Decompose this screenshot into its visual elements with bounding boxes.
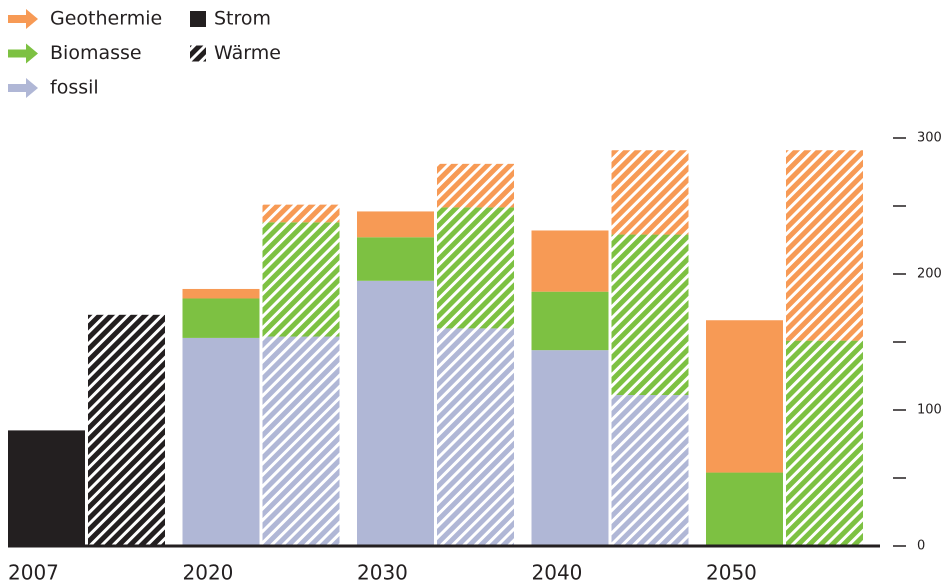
bar-segment — [531, 230, 609, 292]
bar-segment — [8, 430, 85, 546]
legend-label: fossil — [50, 77, 99, 99]
bar-segment — [786, 150, 863, 341]
legend-label: Wärme — [214, 42, 281, 64]
y-tick-label: 200 — [917, 267, 942, 282]
bar-segment — [437, 163, 514, 208]
x-tick-label: 2007 — [8, 561, 59, 582]
bar-segment — [437, 207, 514, 329]
bar-segment — [357, 211, 434, 238]
legend-label: Strom — [214, 8, 271, 30]
x-tick-label: 2050 — [706, 561, 757, 582]
bar-segment — [182, 298, 260, 338]
y-tick-label: 0 — [917, 539, 925, 554]
legend-label: Geothermie — [50, 8, 162, 30]
bar-segment — [182, 337, 260, 546]
bar-segment — [88, 314, 165, 546]
bar-segment — [357, 280, 434, 546]
legend-arrow — [8, 43, 38, 64]
bar-segment — [786, 340, 863, 546]
legend-arrow — [8, 78, 38, 98]
bar-segment — [437, 328, 514, 546]
legend-swatch — [190, 45, 206, 62]
bar-segment — [531, 291, 609, 351]
bar-segment — [611, 395, 689, 546]
bar-segment — [531, 350, 609, 546]
bar-segment — [611, 150, 689, 235]
y-tick-label: 100 — [917, 403, 942, 418]
bar-segment — [262, 222, 340, 337]
legend-label: Biomasse — [50, 42, 142, 64]
x-tick-label: 2030 — [357, 561, 408, 582]
bar-segment — [611, 234, 689, 396]
bar-segment — [706, 472, 783, 546]
x-tick-label: 2040 — [532, 561, 583, 582]
bar-segment — [706, 320, 783, 473]
bar-segment — [357, 237, 434, 281]
bar-segment — [182, 288, 260, 299]
x-tick-label: 2020 — [183, 561, 234, 582]
legend-arrow — [8, 9, 38, 29]
y-tick-label: 300 — [917, 131, 942, 146]
bar-segment — [262, 336, 340, 546]
legend-swatch — [190, 11, 206, 27]
bar-segment — [262, 204, 340, 223]
